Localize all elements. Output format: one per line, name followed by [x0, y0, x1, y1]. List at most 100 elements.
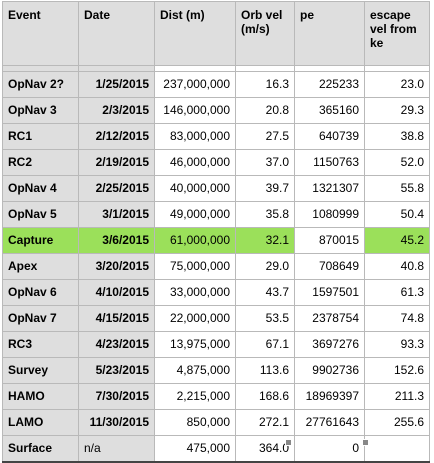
header-orb-vel[interactable]: Orb vel (m/s) [235, 1, 295, 66]
cell-date[interactable]: 7/30/2015 [78, 383, 155, 410]
cell-date[interactable]: 5/23/2015 [78, 357, 155, 384]
cell-escape-vel[interactable]: 93.3 [364, 331, 430, 358]
cell-escape-vel[interactable]: 45.2 [364, 227, 430, 254]
cell-escape-vel[interactable]: 55.8 [364, 175, 430, 202]
cell-orb-vel[interactable]: 29.0 [235, 253, 295, 280]
cell-orb-vel[interactable]: 32.1 [235, 227, 295, 254]
cell-event[interactable]: HAMO [2, 383, 79, 410]
cell-pe[interactable]: 1597501 [294, 279, 365, 306]
cell-escape-vel[interactable]: 255.6 [364, 409, 430, 436]
cell-event[interactable]: OpNav 5 [2, 201, 79, 228]
cell-date[interactable]: 2/19/2015 [78, 149, 155, 176]
cell-orb-vel[interactable]: 272.1 [235, 409, 295, 436]
cell-escape-vel[interactable]: 38.8 [364, 123, 430, 150]
header-date[interactable]: Date [78, 1, 155, 66]
cell-date[interactable]: 3/20/2015 [78, 253, 155, 280]
cell-pe[interactable]: 225233 [294, 71, 365, 98]
cell-pe[interactable]: 708649 [294, 253, 365, 280]
cell-date[interactable]: 4/15/2015 [78, 305, 155, 332]
cell-escape-vel[interactable]: 50.4 [364, 201, 430, 228]
cell-dist[interactable]: 46,000,000 [154, 149, 236, 176]
cell-escape-vel[interactable]: 61.3 [364, 279, 430, 306]
cell-pe[interactable]: 18969397 [294, 383, 365, 410]
cell-dist[interactable]: 850,000 [154, 409, 236, 436]
cell-orb-vel[interactable]: 67.1 [235, 331, 295, 358]
cell-date[interactable]: 4/10/2015 [78, 279, 155, 306]
header-row: Event Date Dist (m) Orb vel (m/s) pe esc… [2, 1, 430, 66]
cell-dist[interactable]: 83,000,000 [154, 123, 236, 150]
cell-dist[interactable]: 146,000,000 [154, 97, 236, 124]
cell-dist[interactable]: 33,000,000 [154, 279, 236, 306]
cell-date[interactable]: 3/1/2015 [78, 201, 155, 228]
table-row: HAMO 7/30/2015 2,215,000 168.6 18969397 211.3 [2, 383, 430, 410]
cell-event[interactable]: RC1 [2, 123, 79, 150]
cell-orb-vel[interactable]: 35.8 [235, 201, 295, 228]
cell-orb-vel[interactable]: 37.0 [235, 149, 295, 176]
cell-dist[interactable]: 237,000,000 [154, 71, 236, 98]
cell-date[interactable]: 2/3/2015 [78, 97, 155, 124]
selection-handle-right[interactable] [362, 439, 369, 446]
cell-dist[interactable]: 61,000,000 [154, 227, 236, 254]
cell-orb-vel[interactable]: 168.6 [235, 383, 295, 410]
cell-event[interactable]: OpNav 3 [2, 97, 79, 124]
table-row: RC2 2/19/2015 46,000,000 37.0 1150763 52.0 [2, 149, 430, 176]
cell-pe[interactable]: 870015 [294, 227, 365, 254]
table-row: Survey 5/23/2015 4,875,000 113.6 9902736 152.… [2, 357, 430, 384]
cell-escape-vel[interactable]: 23.0 [364, 71, 430, 98]
table-row: OpNav 7 4/15/2015 22,000,000 53.5 2378754 74.… [2, 305, 430, 332]
cell-pe[interactable]: 2378754 [294, 305, 365, 332]
cell-pe[interactable]: 3697276 [294, 331, 365, 358]
cell-event[interactable]: OpNav 4 [2, 175, 79, 202]
cell-escape-vel[interactable]: 152.6 [364, 357, 430, 384]
cell-event[interactable]: RC2 [2, 149, 79, 176]
cell-dist[interactable]: 22,000,000 [154, 305, 236, 332]
header-event[interactable]: Event [2, 1, 79, 66]
cell-orb-vel[interactable]: 43.7 [235, 279, 295, 306]
cell-dist[interactable]: 75,000,000 [154, 253, 236, 280]
cell-event[interactable]: OpNav 2? [2, 71, 79, 98]
cell-pe[interactable]: 1150763 [294, 149, 365, 176]
cell-date[interactable]: 2/25/2015 [78, 175, 155, 202]
cell-pe[interactable]: 365160 [294, 97, 365, 124]
cell-dist[interactable]: 2,215,000 [154, 383, 236, 410]
cell-orb-vel[interactable]: 53.5 [235, 305, 295, 332]
cell-pe[interactable]: 1080999 [294, 201, 365, 228]
cell-date[interactable]: 11/30/2015 [78, 409, 155, 436]
cell-pe[interactable]: 9902736 [294, 357, 365, 384]
cell-event[interactable]: Survey [2, 357, 79, 384]
cell-orb-vel[interactable]: 113.6 [235, 357, 295, 384]
cell-date[interactable]: 2/12/2015 [78, 123, 155, 150]
cell-dist[interactable]: 4,875,000 [154, 357, 236, 384]
header-escape-vel[interactable]: escape vel from ke [364, 1, 430, 66]
cell-date[interactable]: 4/23/2015 [78, 331, 155, 358]
cell-pe[interactable]: 640739 [294, 123, 365, 150]
cell-dist[interactable]: 40,000,000 [154, 175, 236, 202]
cell-orb-vel[interactable]: 16.3 [235, 71, 295, 98]
table-row: OpNav 5 3/1/2015 49,000,000 35.8 1080999 50.4 [2, 201, 430, 228]
cell-pe[interactable]: 27761643 [294, 409, 365, 436]
cell-dist[interactable]: 13,975,000 [154, 331, 236, 358]
cell-event[interactable]: Capture [2, 227, 79, 254]
cell-dist[interactable]: 49,000,000 [154, 201, 236, 228]
cell-orb-vel[interactable]: 20.8 [235, 97, 295, 124]
cell-escape-vel[interactable]: 29.3 [364, 97, 430, 124]
cell-orb-vel[interactable]: 27.5 [235, 123, 295, 150]
table-row: RC3 4/23/2015 13,975,000 67.1 3697276 93.3 [2, 331, 430, 358]
cell-escape-vel[interactable]: 52.0 [364, 149, 430, 176]
cell-pe[interactable]: 1321307 [294, 175, 365, 202]
cell-escape-vel[interactable]: 40.8 [364, 253, 430, 280]
selection-handle[interactable] [285, 439, 292, 446]
cell-escape-vel[interactable]: 211.3 [364, 383, 430, 410]
cell-orb-vel[interactable]: 39.7 [235, 175, 295, 202]
cell-event[interactable]: OpNav 7 [2, 305, 79, 332]
cell-event[interactable]: LAMO [2, 409, 79, 436]
cell-date[interactable]: 3/6/2015 [78, 227, 155, 254]
cell-date[interactable]: 1/25/2015 [78, 71, 155, 98]
header-pe[interactable]: pe [294, 1, 365, 66]
header-dist[interactable]: Dist (m) [154, 1, 236, 66]
cell-event[interactable]: OpNav 6 [2, 279, 79, 306]
cell-escape-vel[interactable]: 74.8 [364, 305, 430, 332]
cell-event[interactable]: RC3 [2, 331, 79, 358]
table-row: OpNav 2? 1/25/2015 237,000,000 16.3 225233 23… [2, 71, 430, 98]
cell-event[interactable]: Apex [2, 253, 79, 280]
